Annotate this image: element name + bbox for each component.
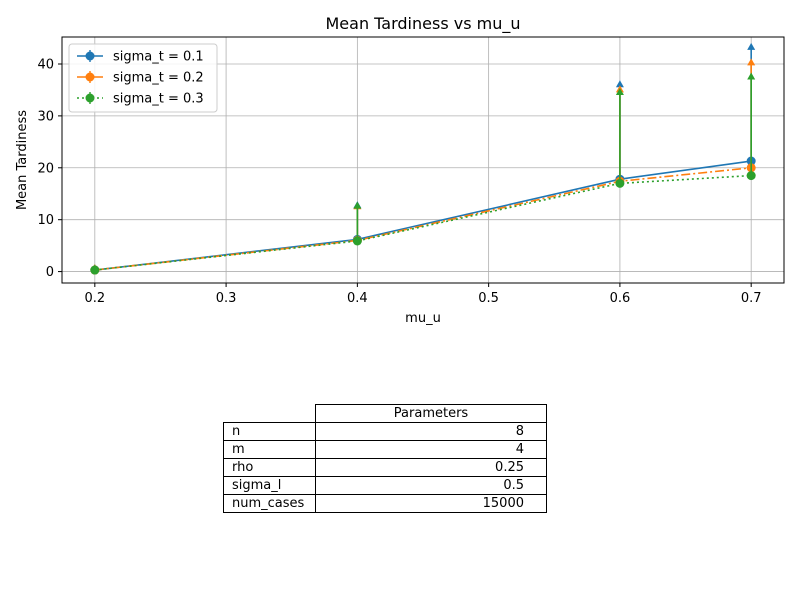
table-row: n 8 [223,422,547,441]
param-key: sigma_l [223,476,316,495]
legend: sigma_t = 0.1 sigma_t = 0.2 sigma_t = 0.3 [68,43,218,113]
table-row: sigma_l 0.5 [223,476,547,495]
legend-marker [85,93,95,103]
param-value: 4 [315,440,547,459]
x-tick-label: 0.6 [610,291,631,306]
legend-label: sigma_t = 0.3 [113,92,204,107]
error-cap-arrow [353,201,362,209]
error-cap-arrow [615,88,624,96]
param-value: 0.5 [315,476,547,495]
table-row: num_cases 15000 [223,494,547,513]
table-row: rho 0.25 [223,458,547,477]
x-tick-label: 0.4 [347,291,368,306]
data-point [746,171,756,181]
chart-title: Mean Tardiness vs mu_u [325,14,520,34]
error-cap-arrow [747,58,756,66]
tardiness-chart: Mean Tardiness vs mu_u 0.2 0.3 0.4 0.5 0.6 0.… [15,14,785,326]
param-key: num_cases [223,494,316,513]
y-tick-label: 0 [46,265,54,280]
x-tick-label: 0.3 [216,291,237,306]
param-value: 0.25 [315,458,547,477]
error-cap-arrow [747,42,756,50]
table-row: m 4 [223,440,547,459]
x-tick-label: 0.5 [478,291,499,306]
data-point [90,265,100,275]
legend-marker [85,51,95,61]
plot-series [90,42,756,275]
y-tick-label: 30 [37,109,54,124]
x-axis-label: mu_u [405,311,441,326]
series-line [94,174,752,271]
table-header-cell: Parameters [315,404,547,423]
x-tick-label: 0.7 [741,291,762,306]
parameters-table: Parameters n 8 m 4 rho 0.25 sigma_l 0.5 … [223,404,547,513]
data-point [352,236,362,246]
error-cap-arrow [747,72,756,80]
legend-marker [85,72,95,82]
legend-label: sigma_t = 0.2 [113,71,204,86]
table-header-row: Parameters [224,404,547,423]
series-line [94,166,752,271]
legend-box [68,43,218,113]
param-key: rho [223,458,316,477]
table-corner-cell [224,405,316,423]
data-point [615,178,625,188]
y-axis-label: Mean Tardiness [15,110,30,210]
axis-ticks: 0.2 0.3 0.4 0.5 0.6 0.7 0 10 20 30 40 [37,57,761,306]
param-value: 15000 [315,494,547,513]
param-key: n [223,422,316,441]
y-tick-label: 10 [37,213,54,228]
y-tick-label: 20 [37,161,54,176]
param-value: 8 [315,422,547,441]
legend-label: sigma_t = 0.1 [113,50,204,65]
x-tick-label: 0.2 [84,291,105,306]
y-tick-label: 40 [37,57,54,72]
param-key: m [223,440,316,459]
error-cap-arrow [615,80,624,88]
plot-frame [61,36,785,284]
